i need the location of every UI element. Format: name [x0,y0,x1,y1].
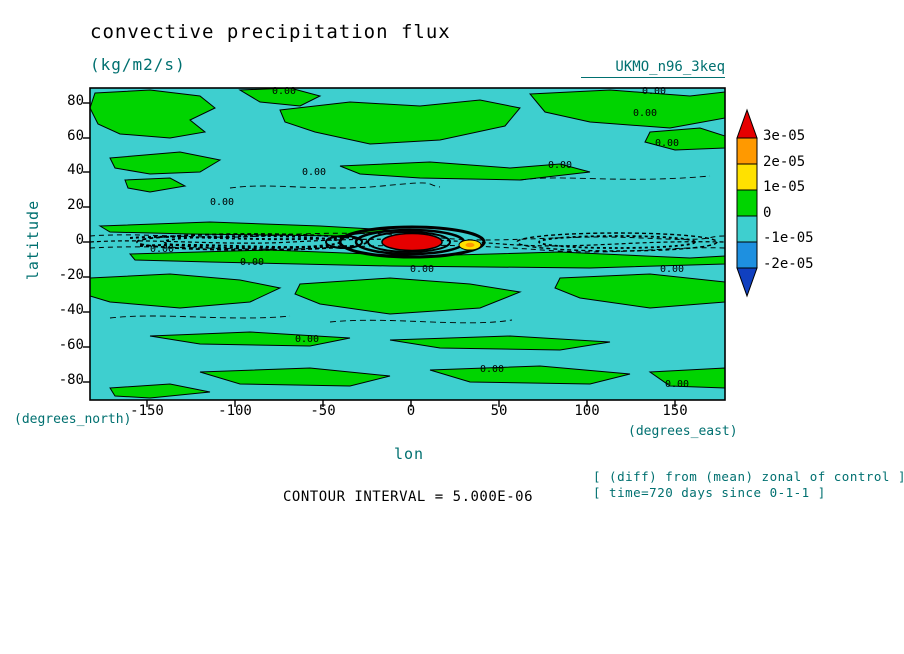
zero-contour-label: 0.00 [240,257,264,268]
axis-tick-marks [83,102,676,407]
zero-contour-labels: 0.00 0.00 0.00 0.00 0.00 0.00 0.00 0.00 … [150,86,689,390]
units-label: (kg/m2/s) [90,55,186,74]
x-tick-label: -50 [310,403,336,419]
colorbar-label: 0 [763,205,772,221]
colorbar-arrow-bottom [736,267,758,298]
x-axis-units: (degrees_east) [628,424,738,439]
y-axis-units: (degrees_north) [14,412,132,427]
colorbar-label: 2e-05 [763,154,806,170]
x-axis-label: lon [394,445,425,463]
zero-contour-label: 0.00 [150,244,174,255]
zero-contour-label: 0.00 [633,108,657,119]
colorbar-seg-cyan [736,215,758,243]
zero-contour-label: 0.00 [295,334,319,345]
colorbar-label: 3e-05 [763,128,806,144]
colorbar-seg-yellow [736,163,758,191]
x-tick-label: 100 [574,403,600,419]
y-tick-label: -80 [58,372,84,388]
zero-contour-label: 0.00 [665,379,689,390]
x-tick-label: -150 [130,403,164,419]
colorbar-label: -1e-05 [763,230,814,246]
y-tick-label: 80 [67,93,84,109]
zero-contour-label: 0.00 [480,364,504,375]
note-diff: [ (diff) from (mean) zonal of control ] [593,469,904,484]
colorbar-seg-blue [736,241,758,269]
fill-maximum-red [381,232,443,252]
y-tick-label: -20 [58,267,84,283]
fill-positive-green-regions [90,88,725,399]
note-time: [ time=720 days since 0-1-1 ] [593,485,826,500]
y-tick-label: 60 [67,128,84,144]
x-tick-label: 50 [490,403,508,419]
y-tick-label: 20 [67,197,84,213]
plot-border [89,87,726,401]
fill-secondary-orange-core [465,242,475,248]
zero-contour-label: 0.00 [642,86,666,97]
x-tick-label: 150 [662,403,688,419]
zero-contour-label: 0.00 [655,138,679,149]
colorbar-seg-orange [736,137,758,165]
zero-contour-label: 0.00 [410,264,434,275]
colorbar-label: -2e-05 [763,256,814,272]
colorbar [736,108,758,298]
colorbar-seg-green [736,189,758,217]
y-tick-label: 0 [75,232,84,248]
y-tick-label: -60 [58,337,84,353]
y-tick-label: -40 [58,302,84,318]
zero-contour-label: 0.00 [302,167,326,178]
x-tick-label: 0 [406,403,416,419]
x-tick-label: -100 [218,403,252,419]
negative-contours-midlat [109,175,711,324]
contour-interval-label: CONTOUR INTERVAL = 5.000E-06 [283,489,534,505]
dataset-label: UKMO_n96_3keq [581,59,725,79]
page-title: convective precipitation flux [90,21,451,43]
zero-contour-label: 0.00 [548,160,572,171]
colorbar-arrow-top [736,108,758,139]
y-tick-label: 40 [67,162,84,178]
zero-contour-label: 0.00 [272,86,296,97]
zero-contour-label: 0.00 [210,197,234,208]
map-plot: 0.00 0.00 0.00 0.00 0.00 0.00 0.00 0.00 … [83,86,726,407]
zero-contour-label: 0.00 [660,264,684,275]
colorbar-label: 1e-05 [763,179,806,195]
